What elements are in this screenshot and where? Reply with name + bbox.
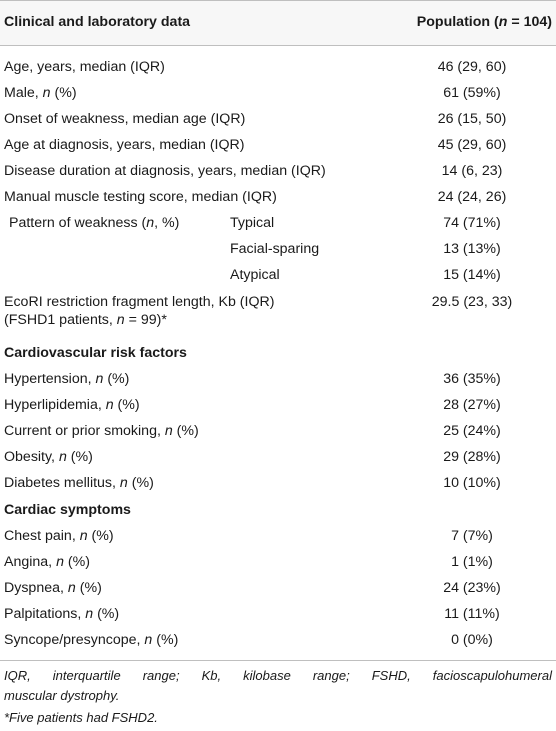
table-row-palpitations: Palpitations, n (%) 11 (11%) (4, 606, 500, 622)
table-row-angina: Angina, n (%) 1 (1%) (4, 554, 493, 570)
table-row-chest-pain: Chest pain, n (%) 7 (7%) (4, 528, 493, 544)
table-row-pattern-facial-sparing: Facial-sparing 13 (13%) (230, 241, 501, 257)
table-header: Clinical and laboratory data Population … (0, 0, 556, 46)
table-row-diabetes: Diabetes mellitus, n (%) 10 (10%) (4, 475, 501, 491)
table-row-hypertension: Hypertension, n (%) 36 (35%) (4, 371, 501, 387)
table-row-disease-duration: Disease duration at diagnosis, years, me… (4, 163, 503, 179)
clinical-data-table: Clinical and laboratory data Population … (0, 0, 556, 661)
table-row-smoking: Current or prior smoking, n (%) 25 (24%) (4, 423, 501, 439)
section-cardiovascular-risk: Cardiovascular risk factors (4, 345, 187, 361)
table-row-onset: Onset of weakness, median age (IQR) 26 (… (4, 111, 507, 127)
table-row-syncope: Syncope/presyncope, n (%) 0 (0%) (4, 632, 493, 648)
table-row-hyperlipidemia: Hyperlipidemia, n (%) 28 (27%) (4, 397, 501, 413)
table-row-age-diagnosis: Age at diagnosis, years, median (IQR) 45… (4, 137, 507, 153)
table-row-ecori: EcoRI restriction fragment length, Kb (I… (4, 294, 513, 328)
table-bottom-rule (0, 660, 556, 661)
table-row-obesity: Obesity, n (%) 29 (28%) (4, 449, 501, 465)
header-clinical-data: Clinical and laboratory data (4, 14, 191, 30)
pattern-label: Pattern of weakness (n, %) (9, 215, 180, 231)
footnote-fshd2: *Five patients had FSHD2. (4, 710, 158, 725)
section-cardiac-symptoms: Cardiac symptoms (4, 502, 131, 518)
header-population: Population (n = 104) (416, 14, 552, 30)
footnote-abbreviations-cont: muscular dystrophy. (4, 688, 120, 703)
table-row-muscle-testing: Manual muscle testing score, median (IQR… (4, 189, 507, 205)
table-row-male: Male, n (%) 61 (59%) (4, 85, 501, 101)
table-row-dyspnea: Dyspnea, n (%) 24 (23%) (4, 580, 501, 596)
table-row-pattern-typical: Pattern of weakness (n, %) Typical 74 (7… (9, 215, 501, 231)
table-row-pattern-atypical: Atypical 15 (14%) (230, 267, 501, 283)
table-row-age: Age, years, median (IQR) 46 (29, 60) (4, 59, 507, 75)
footnote-abbreviations: IQR, interquartile range; Kb, kilobase r… (4, 668, 552, 683)
